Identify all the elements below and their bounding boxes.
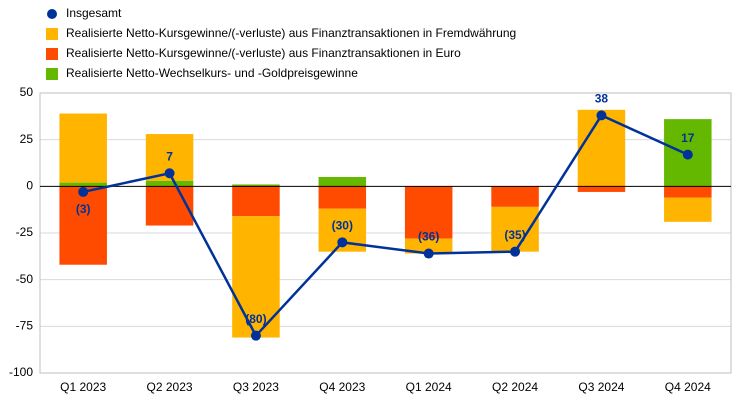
bar-segment xyxy=(404,238,453,254)
legend-marker xyxy=(47,9,57,19)
total-point xyxy=(250,330,261,341)
y-tick-label: -25 xyxy=(16,225,34,239)
legend-label: Realisierte Netto-Kursgewinne/(-verluste… xyxy=(66,26,516,40)
y-tick-label: 50 xyxy=(20,85,34,99)
total-point xyxy=(78,186,89,197)
x-tick-label: Q2 2024 xyxy=(492,380,538,394)
data-label: (36) xyxy=(418,230,439,244)
y-tick-label: -75 xyxy=(16,319,34,333)
y-tick-label: -50 xyxy=(16,272,34,286)
data-label: 17 xyxy=(681,131,695,145)
total-point xyxy=(596,110,607,121)
bar-segment xyxy=(664,186,712,198)
legend-label: Realisierte Netto-Kursgewinne/(-verluste… xyxy=(66,46,461,60)
data-label: 7 xyxy=(166,149,173,163)
total-line xyxy=(82,113,689,338)
bar-segment xyxy=(59,182,107,187)
total-point xyxy=(510,246,521,257)
x-tick-label: Q3 2023 xyxy=(233,380,279,394)
bar-segment xyxy=(318,177,367,187)
x-tick-label: Q4 2023 xyxy=(319,380,365,394)
plot-frame xyxy=(39,92,732,374)
total-point xyxy=(337,237,348,248)
legend-swatch xyxy=(46,48,58,60)
bar-segment xyxy=(577,186,626,192)
bar-segment xyxy=(491,206,539,252)
bar-segment xyxy=(664,197,712,222)
bar-segment xyxy=(59,186,107,265)
y-tick-label: -100 xyxy=(9,365,33,379)
data-label: (35) xyxy=(504,228,525,242)
data-label: 38 xyxy=(595,92,609,106)
legend-swatch xyxy=(46,68,58,80)
legend-label: Realisierte Netto-Wechselkurs- und -Gold… xyxy=(66,66,358,80)
y-tick-label: 25 xyxy=(20,132,34,146)
total-point xyxy=(423,248,434,259)
data-label: (80) xyxy=(245,312,266,326)
bar-segment xyxy=(318,186,367,209)
total-point xyxy=(682,149,693,160)
x-tick-label: Q4 2024 xyxy=(665,380,711,394)
bar-segment xyxy=(145,186,194,226)
bar-segment xyxy=(491,186,539,207)
bar-segment xyxy=(232,186,280,217)
total-point xyxy=(164,168,175,179)
bar-segment xyxy=(404,186,453,239)
bar-segment xyxy=(145,180,194,187)
y-tick-label: 0 xyxy=(26,179,33,193)
legend-swatch xyxy=(46,28,58,40)
data-label: (30) xyxy=(332,219,353,233)
x-tick-label: Q2 2023 xyxy=(147,380,193,394)
data-label: (3) xyxy=(76,202,91,216)
x-tick-label: Q3 2024 xyxy=(578,380,624,394)
x-tick-label: Q1 2024 xyxy=(406,380,452,394)
legend-label: Insgesamt xyxy=(66,6,122,20)
bar-segment xyxy=(577,109,626,187)
x-tick-label: Q1 2023 xyxy=(60,380,106,394)
bar-segment xyxy=(232,184,280,187)
bar-segment xyxy=(59,113,107,183)
